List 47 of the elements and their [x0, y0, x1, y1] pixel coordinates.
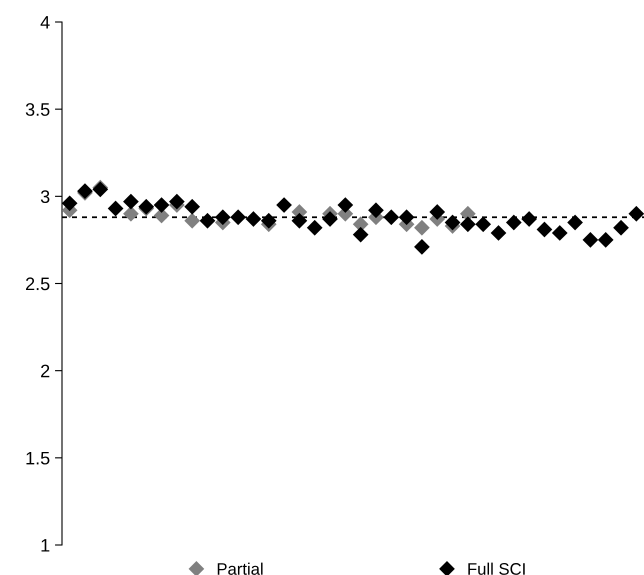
point — [414, 239, 430, 254]
point — [154, 197, 170, 213]
point — [184, 213, 200, 228]
point — [230, 210, 246, 225]
point — [353, 227, 368, 242]
point — [476, 216, 491, 232]
legend-label: Full SCI — [468, 562, 525, 575]
point — [307, 220, 322, 236]
point — [246, 211, 262, 227]
y-tick-label: 2 — [41, 364, 50, 378]
point — [582, 232, 598, 248]
legend-label: Partial — [218, 562, 263, 575]
point — [123, 206, 138, 222]
point — [62, 196, 78, 211]
point — [444, 214, 460, 230]
point — [430, 204, 445, 220]
y-tick-label: 3.5 — [26, 103, 50, 116]
point — [123, 194, 138, 210]
point — [414, 220, 430, 236]
point — [536, 222, 552, 238]
point — [169, 194, 184, 210]
y-tick-label: 2.5 — [26, 277, 50, 290]
point — [384, 210, 399, 225]
point — [522, 211, 537, 227]
point — [338, 197, 353, 213]
point — [184, 199, 200, 214]
point — [460, 216, 476, 232]
point — [368, 202, 384, 218]
point — [568, 214, 583, 230]
y-tick-label: 1 — [42, 539, 50, 552]
point — [261, 213, 276, 228]
y-tick-label: 4 — [40, 16, 50, 29]
point — [322, 211, 338, 227]
point — [108, 200, 124, 216]
point — [628, 206, 644, 222]
point — [200, 213, 216, 228]
point — [552, 225, 568, 241]
point — [506, 214, 522, 230]
point — [215, 210, 230, 225]
y-tick-label: 1.5 — [26, 452, 50, 465]
point — [292, 213, 307, 228]
point — [276, 197, 292, 213]
point — [490, 225, 506, 241]
point — [598, 232, 614, 248]
y-tick-label: 3 — [40, 190, 50, 204]
point — [399, 210, 414, 225]
point — [613, 220, 629, 236]
